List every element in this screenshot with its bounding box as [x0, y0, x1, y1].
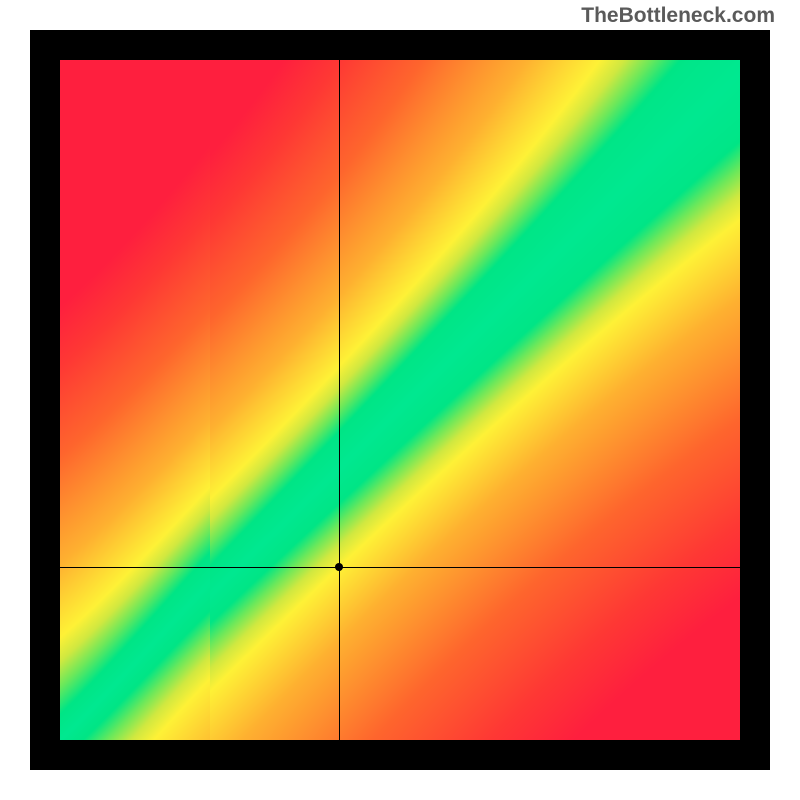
crosshair-vertical	[339, 60, 340, 740]
crosshair-horizontal	[60, 567, 740, 568]
plot-frame	[30, 30, 770, 770]
heatmap-canvas	[60, 60, 740, 740]
crosshair-dot	[335, 563, 343, 571]
plot-area	[60, 60, 740, 740]
watermark-text: TheBottleneck.com	[581, 4, 775, 28]
chart-container: TheBottleneck.com	[0, 0, 800, 800]
